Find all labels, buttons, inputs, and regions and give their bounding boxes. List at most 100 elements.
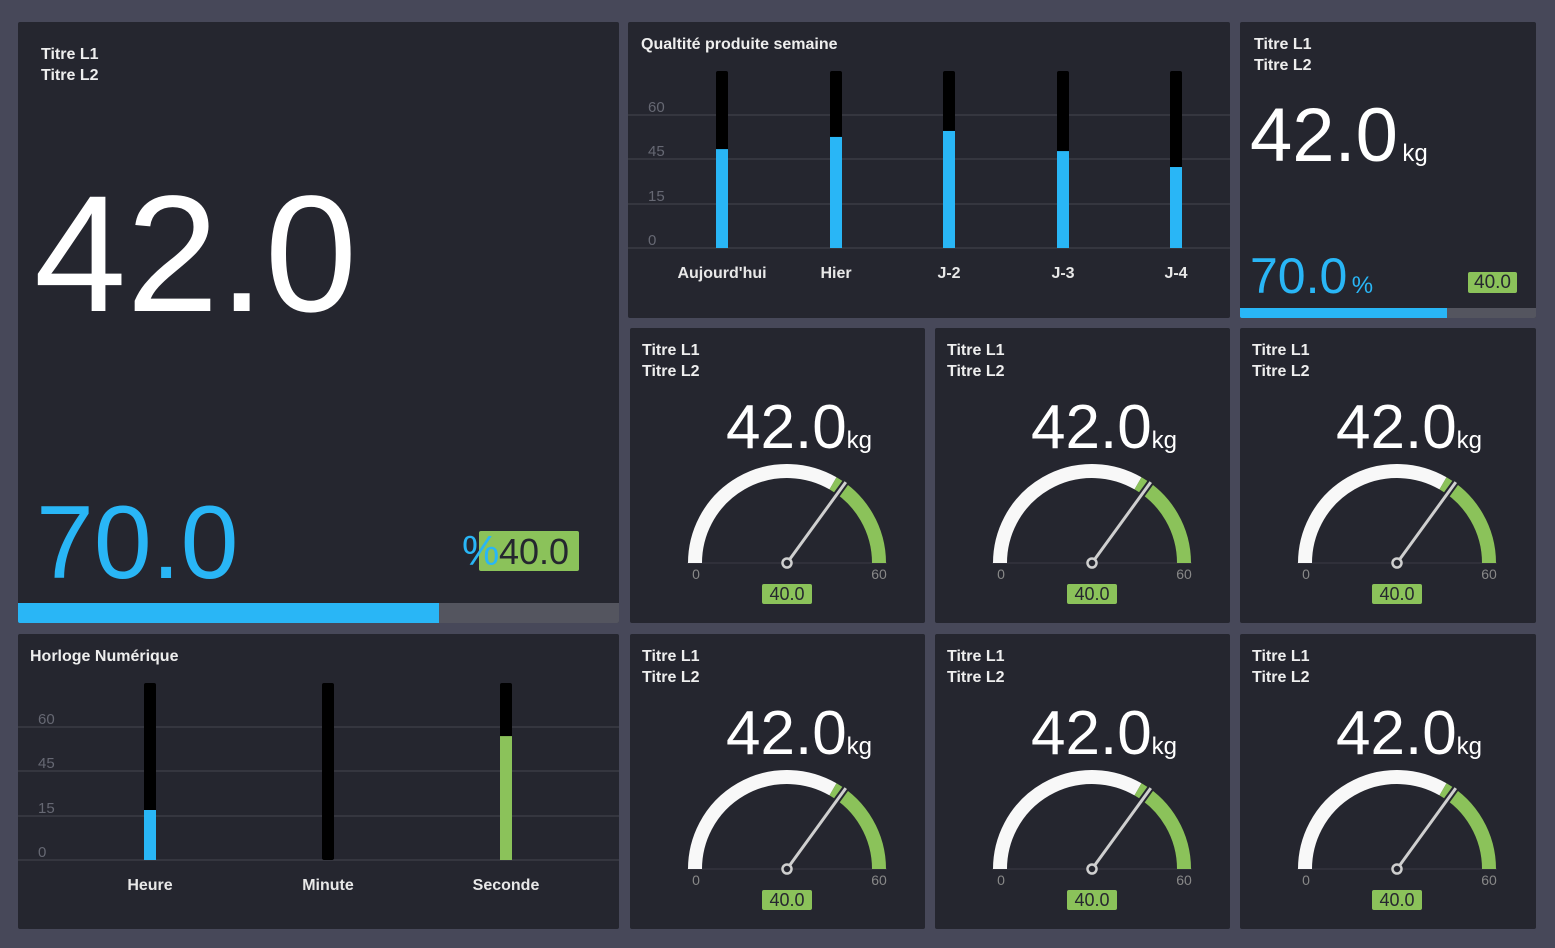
threshold-badge: 40.0 bbox=[762, 584, 812, 604]
tile-title-l1: Titre L1 bbox=[947, 342, 1005, 359]
tile-title-l2: Titre L2 bbox=[1252, 669, 1310, 686]
gauge-value: 42.0 bbox=[726, 699, 847, 768]
tile-title-l1: Titre L1 bbox=[41, 46, 99, 63]
gauge-value: 42.0 bbox=[1031, 393, 1152, 462]
tile-title-l2: Titre L2 bbox=[1252, 363, 1310, 380]
gauge-tile: Titre L1 Titre L2 42.0kg 40.0 0 60 bbox=[630, 634, 925, 929]
bar bbox=[943, 130, 955, 248]
x-tick-label: Aujourd'hui bbox=[677, 265, 766, 282]
weekly-quality-chart: Qualtité produite semaine 0 15 45 60 Aujourd… bbox=[628, 22, 1230, 318]
gauge-dial: 0 60 bbox=[992, 770, 1192, 888]
gauge-arc-normal bbox=[993, 770, 1142, 870]
bar bbox=[144, 809, 156, 860]
gauge-value: 42.0 bbox=[726, 393, 847, 462]
gauge-value: 42.0 bbox=[1031, 699, 1152, 768]
tile-title-l2: Titre L2 bbox=[947, 669, 1005, 686]
gauge-max-label: 60 bbox=[1176, 872, 1192, 888]
gauge-needle bbox=[1090, 481, 1152, 564]
gauge-dial: 0 60 bbox=[687, 464, 887, 582]
y-tick-label: 0 bbox=[38, 844, 46, 861]
gauge-tile: Titre L1 Titre L2 42.0kg 40.0 0 60 bbox=[935, 634, 1230, 929]
progress-fill bbox=[1240, 308, 1448, 318]
y-tick-label: 15 bbox=[38, 800, 55, 817]
secondary-value: 70.0 bbox=[1250, 248, 1348, 304]
gauge-arc-normal bbox=[688, 464, 837, 564]
gauge-max-label: 60 bbox=[1481, 872, 1497, 888]
gauge-dial: 0 60 bbox=[687, 770, 887, 888]
y-tick-label: 60 bbox=[648, 99, 665, 116]
gauge-needle bbox=[1395, 787, 1457, 870]
tile-title-l2: Titre L2 bbox=[642, 363, 700, 380]
x-tick-label: Minute bbox=[302, 877, 354, 894]
y-tick-label: 45 bbox=[38, 755, 55, 772]
gauge-tile: Titre L1 Titre L2 42.0kg 40.0 0 60 bbox=[1240, 634, 1536, 929]
threshold-badge: 40.0 bbox=[479, 531, 579, 572]
gauge-dial: 0 60 bbox=[992, 464, 1192, 582]
gauge-needle bbox=[785, 787, 847, 870]
x-tick-label: Hier bbox=[820, 265, 851, 282]
threshold-badge: 40.0 bbox=[1372, 890, 1422, 910]
gauge-arc-normal bbox=[1298, 770, 1447, 870]
gauge-min-label: 0 bbox=[692, 872, 700, 888]
needle-pivot bbox=[781, 557, 793, 569]
chart-title: Qualtité produite semaine bbox=[641, 36, 838, 53]
threshold-badge: 40.0 bbox=[762, 890, 812, 910]
gauge-min-label: 0 bbox=[1302, 566, 1310, 582]
threshold-badge: 40.0 bbox=[1468, 272, 1517, 293]
progress-bar bbox=[1240, 308, 1536, 318]
tile-title-l2: Titre L2 bbox=[947, 363, 1005, 380]
gauge-max-label: 60 bbox=[1481, 566, 1497, 582]
gauge-arc-normal bbox=[688, 770, 837, 870]
bar bbox=[1170, 167, 1182, 248]
gauge-max-label: 60 bbox=[871, 872, 887, 888]
gauge-needle bbox=[785, 481, 847, 564]
unit: kg bbox=[1456, 733, 1483, 760]
y-tick-label: 45 bbox=[648, 143, 665, 160]
tile-title-l2: Titre L2 bbox=[41, 67, 99, 84]
secondary-value: 70.0 bbox=[36, 485, 239, 601]
threshold-badge: 40.0 bbox=[1067, 584, 1117, 604]
gauge-tile: Titre L1 Titre L2 42.0kg 40.0 0 60 bbox=[935, 328, 1230, 623]
tile-title-l1: Titre L1 bbox=[642, 342, 700, 359]
gauge-needle bbox=[1395, 481, 1457, 564]
gauge-tile: Titre L1 Titre L2 42.0kg 40.0 0 60 bbox=[630, 328, 925, 623]
tile-title-l1: Titre L1 bbox=[1252, 342, 1310, 359]
tile-title-l2: Titre L2 bbox=[642, 669, 700, 686]
unit: kg bbox=[846, 733, 873, 760]
gauge-min-label: 0 bbox=[1302, 872, 1310, 888]
tile-title-l1: Titre L1 bbox=[642, 648, 700, 665]
x-tick-label: J-4 bbox=[1164, 265, 1187, 282]
gauge-dial: 0 60 bbox=[1297, 770, 1497, 888]
x-tick-label: J-3 bbox=[1051, 265, 1074, 282]
unit: kg bbox=[1151, 733, 1178, 760]
gauge-arc-normal bbox=[1298, 464, 1447, 564]
tile-title-l1: Titre L1 bbox=[1254, 36, 1312, 53]
gauge-value: 42.0 bbox=[1336, 393, 1457, 462]
gauge-value: 42.0 bbox=[1336, 699, 1457, 768]
gauge-min-label: 0 bbox=[692, 566, 700, 582]
digital-clock-chart: Horloge Numérique 0 15 45 60 Heure Minute Seco… bbox=[18, 634, 619, 929]
unit: kg bbox=[1402, 140, 1428, 167]
tile-title-l1: Titre L1 bbox=[1252, 648, 1310, 665]
needle-pivot bbox=[1391, 557, 1403, 569]
needle-pivot bbox=[1086, 863, 1098, 875]
bar-chart: 0 15 45 60 Aujourd'hui Hier J-2 J-3 J-4 bbox=[628, 71, 1230, 282]
x-tick-label: Heure bbox=[127, 877, 172, 894]
needle-pivot bbox=[781, 863, 793, 875]
bar bbox=[1057, 151, 1069, 248]
unit: kg bbox=[1151, 427, 1178, 454]
progress-bar bbox=[18, 603, 619, 623]
chart-title: Horloge Numérique bbox=[30, 648, 179, 665]
threshold-badge: 40.0 bbox=[1372, 584, 1422, 604]
tile-title-l2: Titre L2 bbox=[1254, 57, 1312, 74]
gauge-tile: Titre L1 Titre L2 42.0kg 40.0 0 60 bbox=[1240, 328, 1536, 623]
gauge-dial: 0 60 bbox=[1297, 464, 1497, 582]
big-value-tile: Titre L1 Titre L2 42.0 70.0 40.0 % bbox=[18, 22, 619, 623]
bar-chart: 0 15 45 60 Heure Minute Seconde bbox=[18, 683, 619, 894]
secondary-unit: % bbox=[462, 527, 500, 574]
bar bbox=[500, 736, 512, 860]
tile-title-l1: Titre L1 bbox=[947, 648, 1005, 665]
y-tick-label: 0 bbox=[648, 232, 656, 249]
bar-track bbox=[322, 683, 334, 860]
unit: kg bbox=[1456, 427, 1483, 454]
